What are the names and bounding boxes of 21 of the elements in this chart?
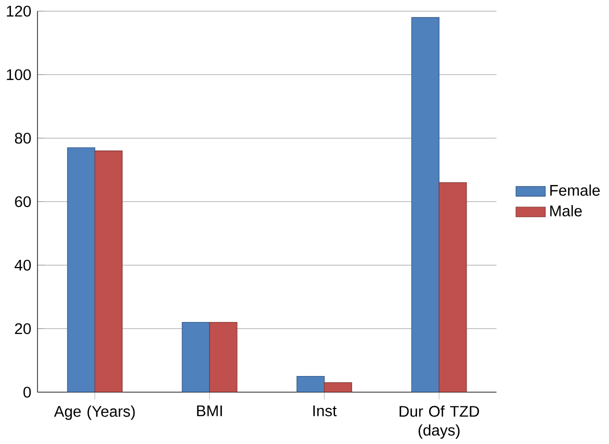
bar bbox=[296, 376, 325, 392]
y-tick-label: 80 bbox=[14, 132, 31, 144]
bar bbox=[438, 182, 467, 392]
y-tick-label: 60 bbox=[15, 196, 31, 207]
x-tick-label: Inst bbox=[313, 405, 337, 416]
bar bbox=[324, 382, 352, 392]
x-tick-label: Age (Years) bbox=[54, 405, 135, 420]
y-tick-label: 0 bbox=[23, 386, 31, 398]
y-tick-label: 100 bbox=[6, 68, 31, 80]
x-tick-label: BMI bbox=[197, 405, 222, 416]
legend-label: Male bbox=[550, 204, 582, 216]
y-tick-label: 20 bbox=[15, 322, 31, 334]
y-tick-label: 120 bbox=[6, 5, 31, 16]
bar bbox=[94, 150, 123, 392]
bar bbox=[411, 16, 440, 392]
y-tick-label: 40 bbox=[14, 259, 31, 270]
legend-label: Female bbox=[550, 184, 600, 196]
x-tick-label: Dur Of TZD (days) bbox=[400, 405, 480, 439]
bar bbox=[67, 147, 96, 392]
bar bbox=[209, 322, 238, 392]
bar bbox=[182, 322, 210, 392]
